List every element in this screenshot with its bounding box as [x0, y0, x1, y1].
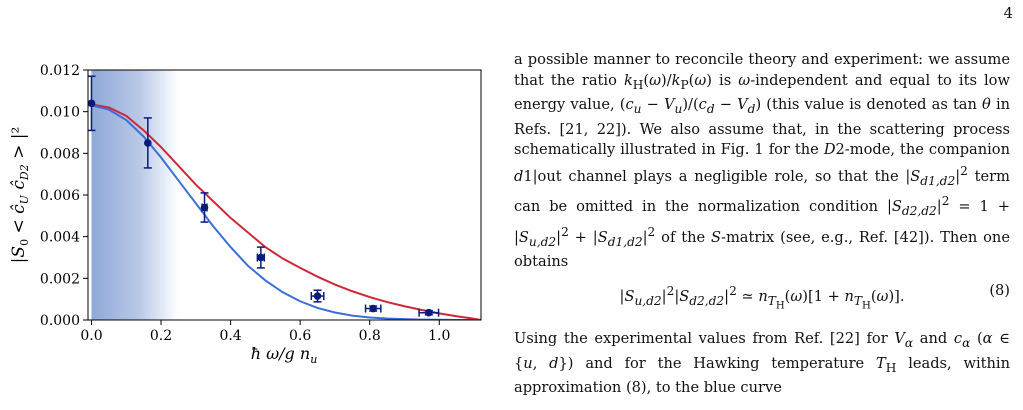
y-tick-label: 0.008 — [40, 146, 80, 162]
data-point-3 — [256, 246, 266, 269]
correlation-chart: 0.0 0.2 0.4 0.6 0.8 1.0 0.000 0.002 0.004 0.006 0… — [9, 63, 482, 366]
paragraph-2: Using the experimental values from Ref. … — [514, 330, 1010, 397]
figure: 0.0 0.2 0.4 0.6 0.8 1.0 0.000 0.002 0.004 0.006 0… — [0, 50, 500, 390]
series-0-line — [91, 103, 481, 320]
x-axis-label: ħ ω/g nu — [251, 344, 318, 366]
y-tick-label: 0.012 — [40, 63, 80, 79]
x-tick-label: 0.0 — [80, 328, 102, 344]
text-column: a possible manner to reconcile theory an… — [514, 50, 1010, 399]
data-point-2 — [200, 192, 209, 223]
paragraph-1: a possible manner to reconcile theory an… — [514, 51, 1011, 270]
x-tick-label: 0.4 — [219, 328, 241, 344]
y-axis-label: |S0 < ĉU ĉD2 > |² — [9, 127, 31, 264]
x-tick-label: 0.6 — [289, 328, 311, 344]
y-tick-label: 0.010 — [40, 105, 80, 121]
y-tick-label: 0.004 — [40, 230, 80, 246]
y-tick-label: 0.000 — [40, 313, 80, 329]
x-tick-label: 0.8 — [359, 328, 381, 344]
low-frequency-shaded-region — [91, 70, 179, 320]
equation-8: |Su,d2|2|Sd2,d2|2 ≃ nTH(ω)[1 + nTH(ω)]. … — [619, 282, 1010, 312]
data-point-6 — [418, 308, 440, 317]
data-point-0 — [87, 75, 96, 132]
data-point-5 — [364, 304, 382, 313]
x-tick-label: 0.2 — [150, 328, 172, 344]
svg-text:|S0 < ĉU ĉD2 > |²: |S0 < ĉU ĉD2 > |² — [9, 127, 31, 264]
data-point-1 — [143, 117, 152, 169]
svg-text:ħ ω/g nu: ħ ω/g nu — [251, 344, 318, 366]
data-point-4 — [310, 289, 325, 303]
equation-number: (8) — [989, 282, 1010, 300]
x-tick-label: 1.0 — [428, 328, 450, 344]
y-tick-label: 0.006 — [40, 188, 80, 204]
page-number: 4 — [1003, 4, 1013, 22]
y-tick-label: 0.002 — [40, 271, 80, 287]
